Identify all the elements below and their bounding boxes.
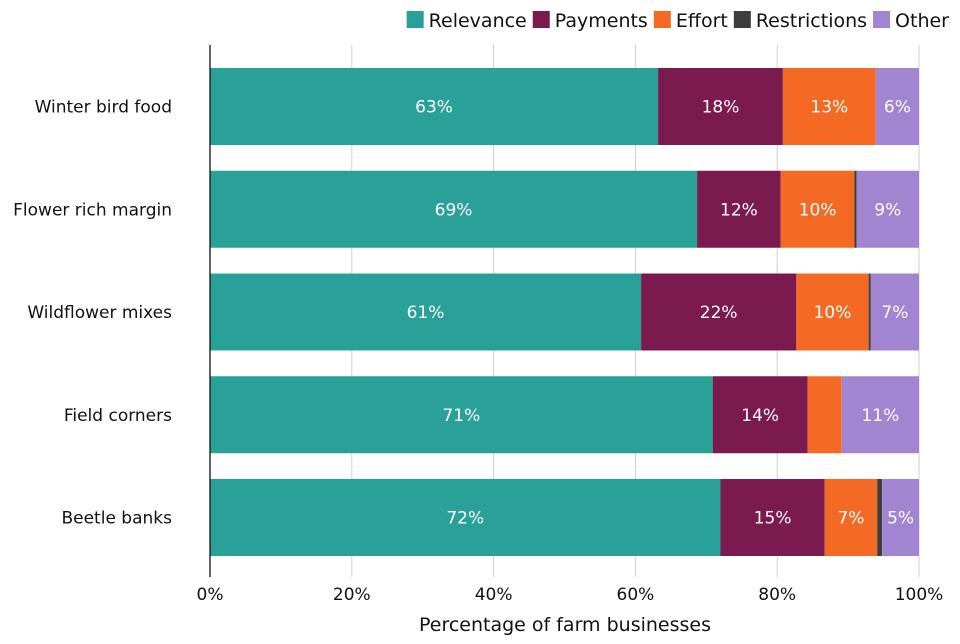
bars: 63% 18% 13% 6% 69% 12% 10% 9% 61% 22% 10% 7% 71% 14% 1…: [210, 68, 919, 556]
bar-segment-other: [882, 479, 919, 556]
bar-segment-effort: [796, 273, 869, 351]
bar-segment-payments: [658, 68, 783, 145]
bar-segment-other: [856, 170, 919, 248]
legend-label: Effort: [676, 10, 728, 32]
x-tick-label: 20%: [333, 585, 371, 605]
legend-swatch-payments: [532, 11, 550, 28]
data-label: 61%: [407, 303, 445, 323]
bar-segment-effort: [807, 376, 842, 454]
bar-segment-other: [870, 273, 919, 351]
legend-label: Other: [895, 10, 949, 32]
bar-segment-restrictions: [854, 170, 857, 248]
data-label: 72%: [446, 509, 484, 529]
legend-label: Payments: [555, 10, 648, 32]
bar-segment-relevance: [210, 479, 721, 556]
legend-swatch-relevance: [406, 11, 424, 28]
data-label: 13%: [810, 98, 848, 118]
data-label: 15%: [754, 509, 792, 529]
bar-segment-effort: [782, 68, 876, 145]
bar-segment-payments: [697, 170, 781, 248]
bar-segment-restrictions: [868, 273, 871, 351]
bar-segment-payments: [712, 376, 808, 454]
category-label: Field corners: [64, 406, 172, 426]
data-label: 14%: [741, 406, 779, 426]
category-label: Wildflower mixes: [27, 303, 172, 323]
category-label: Beetle banks: [61, 509, 172, 529]
bar-segment-payments: [641, 273, 797, 351]
data-label: 7%: [881, 303, 908, 323]
bar-segment-relevance: [210, 170, 698, 248]
data-label: 69%: [435, 200, 473, 220]
data-label: 22%: [700, 303, 738, 323]
data-label: 71%: [442, 406, 480, 426]
data-label: 7%: [837, 509, 864, 529]
bar-segment-other: [841, 376, 919, 454]
data-label: 10%: [814, 303, 852, 323]
bar-segment-effort: [824, 479, 878, 556]
x-tick-label: 60%: [617, 585, 655, 605]
legend-swatch-other: [873, 11, 891, 28]
data-label: 6%: [884, 98, 911, 118]
data-label: 5%: [887, 509, 914, 529]
bar-segment-relevance: [210, 68, 659, 145]
data-label: 10%: [799, 200, 837, 220]
x-tick-label: 100%: [895, 585, 944, 605]
x-tick-label: 0%: [197, 585, 224, 605]
legend: Relevance Payments Effort Restrictions Other: [406, 10, 949, 32]
data-label: 9%: [874, 200, 901, 220]
axes: 0% 20% 40% 60% 80% 100% Winter bird food Flower…: [13, 45, 943, 605]
legend-swatch-restrictions: [733, 11, 751, 28]
data-label: 63%: [415, 98, 453, 118]
category-label: Flower rich margin: [13, 200, 172, 220]
bar-segment-restrictions: [877, 479, 883, 556]
legend-swatch-effort: [653, 11, 671, 28]
data-label: 11%: [861, 406, 899, 426]
data-label: 12%: [720, 200, 758, 220]
x-axis-title: Percentage of farm businesses: [419, 614, 711, 636]
data-label: 18%: [702, 98, 740, 118]
legend-label: Restrictions: [756, 10, 867, 32]
bar-segment-other: [875, 68, 919, 145]
bar-segment-payments: [720, 479, 825, 556]
bar-segment-relevance: [210, 273, 642, 351]
x-tick-label: 80%: [758, 585, 796, 605]
bar-segment-relevance: [210, 376, 713, 454]
category-label: Winter bird food: [35, 98, 172, 118]
bar-segment-effort: [780, 170, 855, 248]
x-tick-label: 40%: [475, 585, 513, 605]
legend-label: Relevance: [429, 10, 527, 32]
